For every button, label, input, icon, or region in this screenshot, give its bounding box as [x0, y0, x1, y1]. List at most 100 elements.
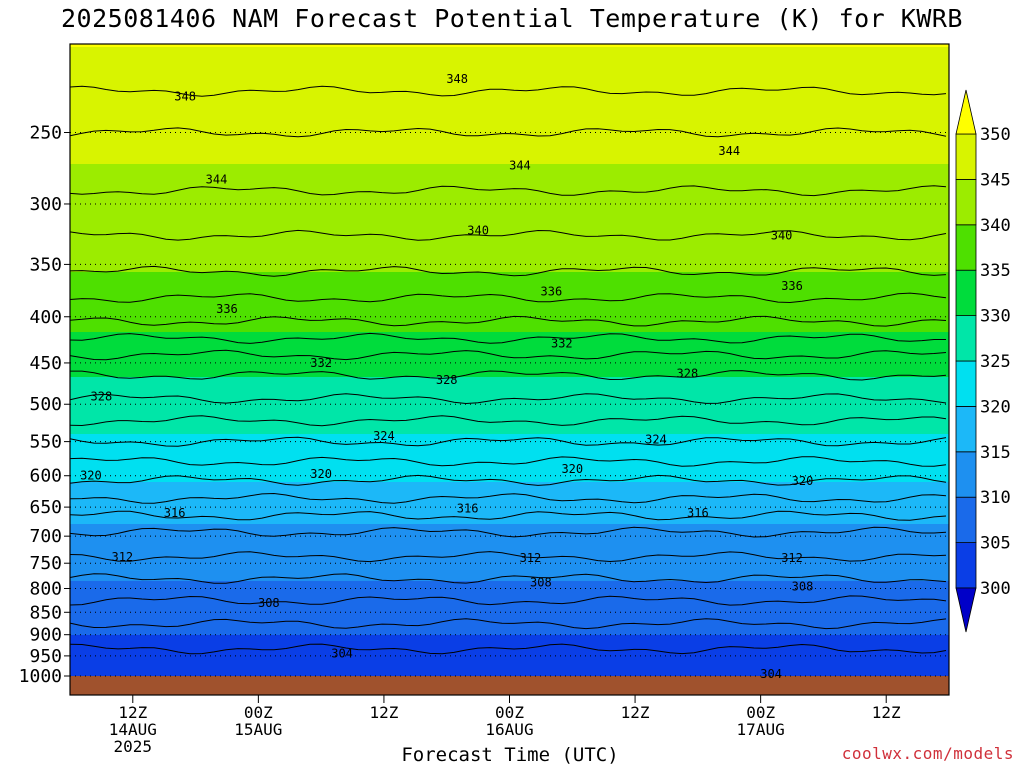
theta-band	[70, 473, 949, 477]
theta-band	[70, 569, 949, 573]
contour-label: 332	[551, 336, 573, 350]
theta-band	[70, 326, 949, 330]
theta-band	[70, 68, 949, 72]
theta-band	[70, 629, 949, 633]
theta-band	[70, 416, 949, 420]
theta-band	[70, 338, 949, 342]
theta-band	[70, 167, 949, 171]
theta-band	[70, 146, 949, 150]
isentrope-line	[69, 265, 947, 277]
theta-band	[70, 53, 949, 57]
colorbar-label: 345	[980, 170, 1011, 190]
contour-label: 316	[164, 506, 186, 520]
theta-band	[70, 137, 949, 141]
isentrope-line	[69, 229, 947, 241]
theta-band	[70, 461, 949, 465]
theta-band	[70, 140, 949, 144]
theta-band	[70, 161, 949, 165]
theta-band	[70, 524, 949, 528]
theta-band	[70, 62, 949, 66]
contour-label: 336	[781, 279, 803, 293]
colorbar-max-arrow	[955, 89, 977, 135]
contour-label: 340	[771, 228, 793, 242]
theta-band	[70, 617, 949, 621]
theta-band	[70, 164, 949, 168]
isentrope-line	[69, 415, 947, 427]
y-tick-label: 650	[29, 497, 62, 518]
theta-band	[70, 218, 949, 222]
x-tick-label: 00Z	[495, 703, 524, 722]
theta-band	[70, 452, 949, 456]
y-tick-label: 950	[29, 646, 62, 667]
theta-band	[70, 74, 949, 78]
theta-band	[70, 182, 949, 186]
theta-band	[70, 476, 949, 480]
theta-band	[70, 92, 949, 96]
theta-band	[70, 410, 949, 414]
x-tick-label: 15AUG	[234, 720, 282, 739]
contour-label: 308	[792, 580, 814, 594]
theta-band	[70, 80, 949, 84]
theta-band	[70, 242, 949, 246]
theta-band	[70, 638, 949, 642]
contour-label: 320	[792, 474, 814, 488]
theta-band	[70, 572, 949, 576]
x-tick-label: 2025	[114, 737, 153, 756]
contour-label: 340	[467, 223, 489, 237]
theta-band	[70, 110, 949, 114]
colorbar-segment	[955, 133, 977, 180]
theta-band	[70, 428, 949, 432]
theta-band	[70, 500, 949, 504]
theta-band	[70, 386, 949, 390]
contour-label: 336	[216, 302, 238, 316]
contour-label: 308	[258, 596, 280, 610]
isentrope-line	[69, 573, 947, 584]
theta-band	[70, 554, 949, 558]
theta-band	[70, 275, 949, 279]
theta-band	[70, 431, 949, 435]
theta-band	[70, 437, 949, 441]
theta-band	[70, 206, 949, 210]
theta-band	[70, 434, 949, 438]
theta-band	[70, 335, 949, 339]
contour-label: 320	[310, 467, 332, 481]
theta-band	[70, 380, 949, 384]
theta-band	[70, 671, 949, 675]
theta-band	[70, 467, 949, 471]
theta-band	[70, 659, 949, 663]
theta-band	[70, 263, 949, 267]
isentrope-line	[70, 370, 947, 381]
theta-band	[70, 188, 949, 192]
y-tick-label: 1000	[19, 666, 62, 687]
theta-band	[70, 71, 949, 75]
theta-band	[70, 662, 949, 666]
theta-band	[70, 644, 949, 648]
theta-band	[70, 197, 949, 201]
x-tick-label: 12Z	[872, 703, 901, 722]
theta-band	[70, 116, 949, 120]
theta-band	[70, 374, 949, 378]
theta-band	[70, 665, 949, 669]
theta-band	[70, 47, 949, 51]
theta-band	[70, 125, 949, 129]
theta-band	[70, 239, 949, 243]
theta-band	[70, 143, 949, 147]
isentrope-line	[69, 526, 947, 538]
theta-band	[70, 545, 949, 549]
theta-band	[70, 236, 949, 240]
theta-band	[70, 401, 949, 405]
colorbar-label: 350	[980, 125, 1011, 145]
isentrope-line	[69, 643, 947, 655]
theta-band	[70, 257, 949, 261]
x-tick-label: 12Z	[118, 703, 147, 722]
contour-label: 316	[687, 506, 709, 520]
theta-band	[70, 635, 949, 639]
y-tick-label: 700	[29, 526, 62, 547]
theta-band	[70, 419, 949, 423]
isentrope-line	[69, 315, 947, 327]
theta-band	[70, 296, 949, 300]
contour-label: 320	[561, 462, 583, 476]
theta-band	[70, 536, 949, 540]
isentrope-line	[69, 85, 947, 97]
